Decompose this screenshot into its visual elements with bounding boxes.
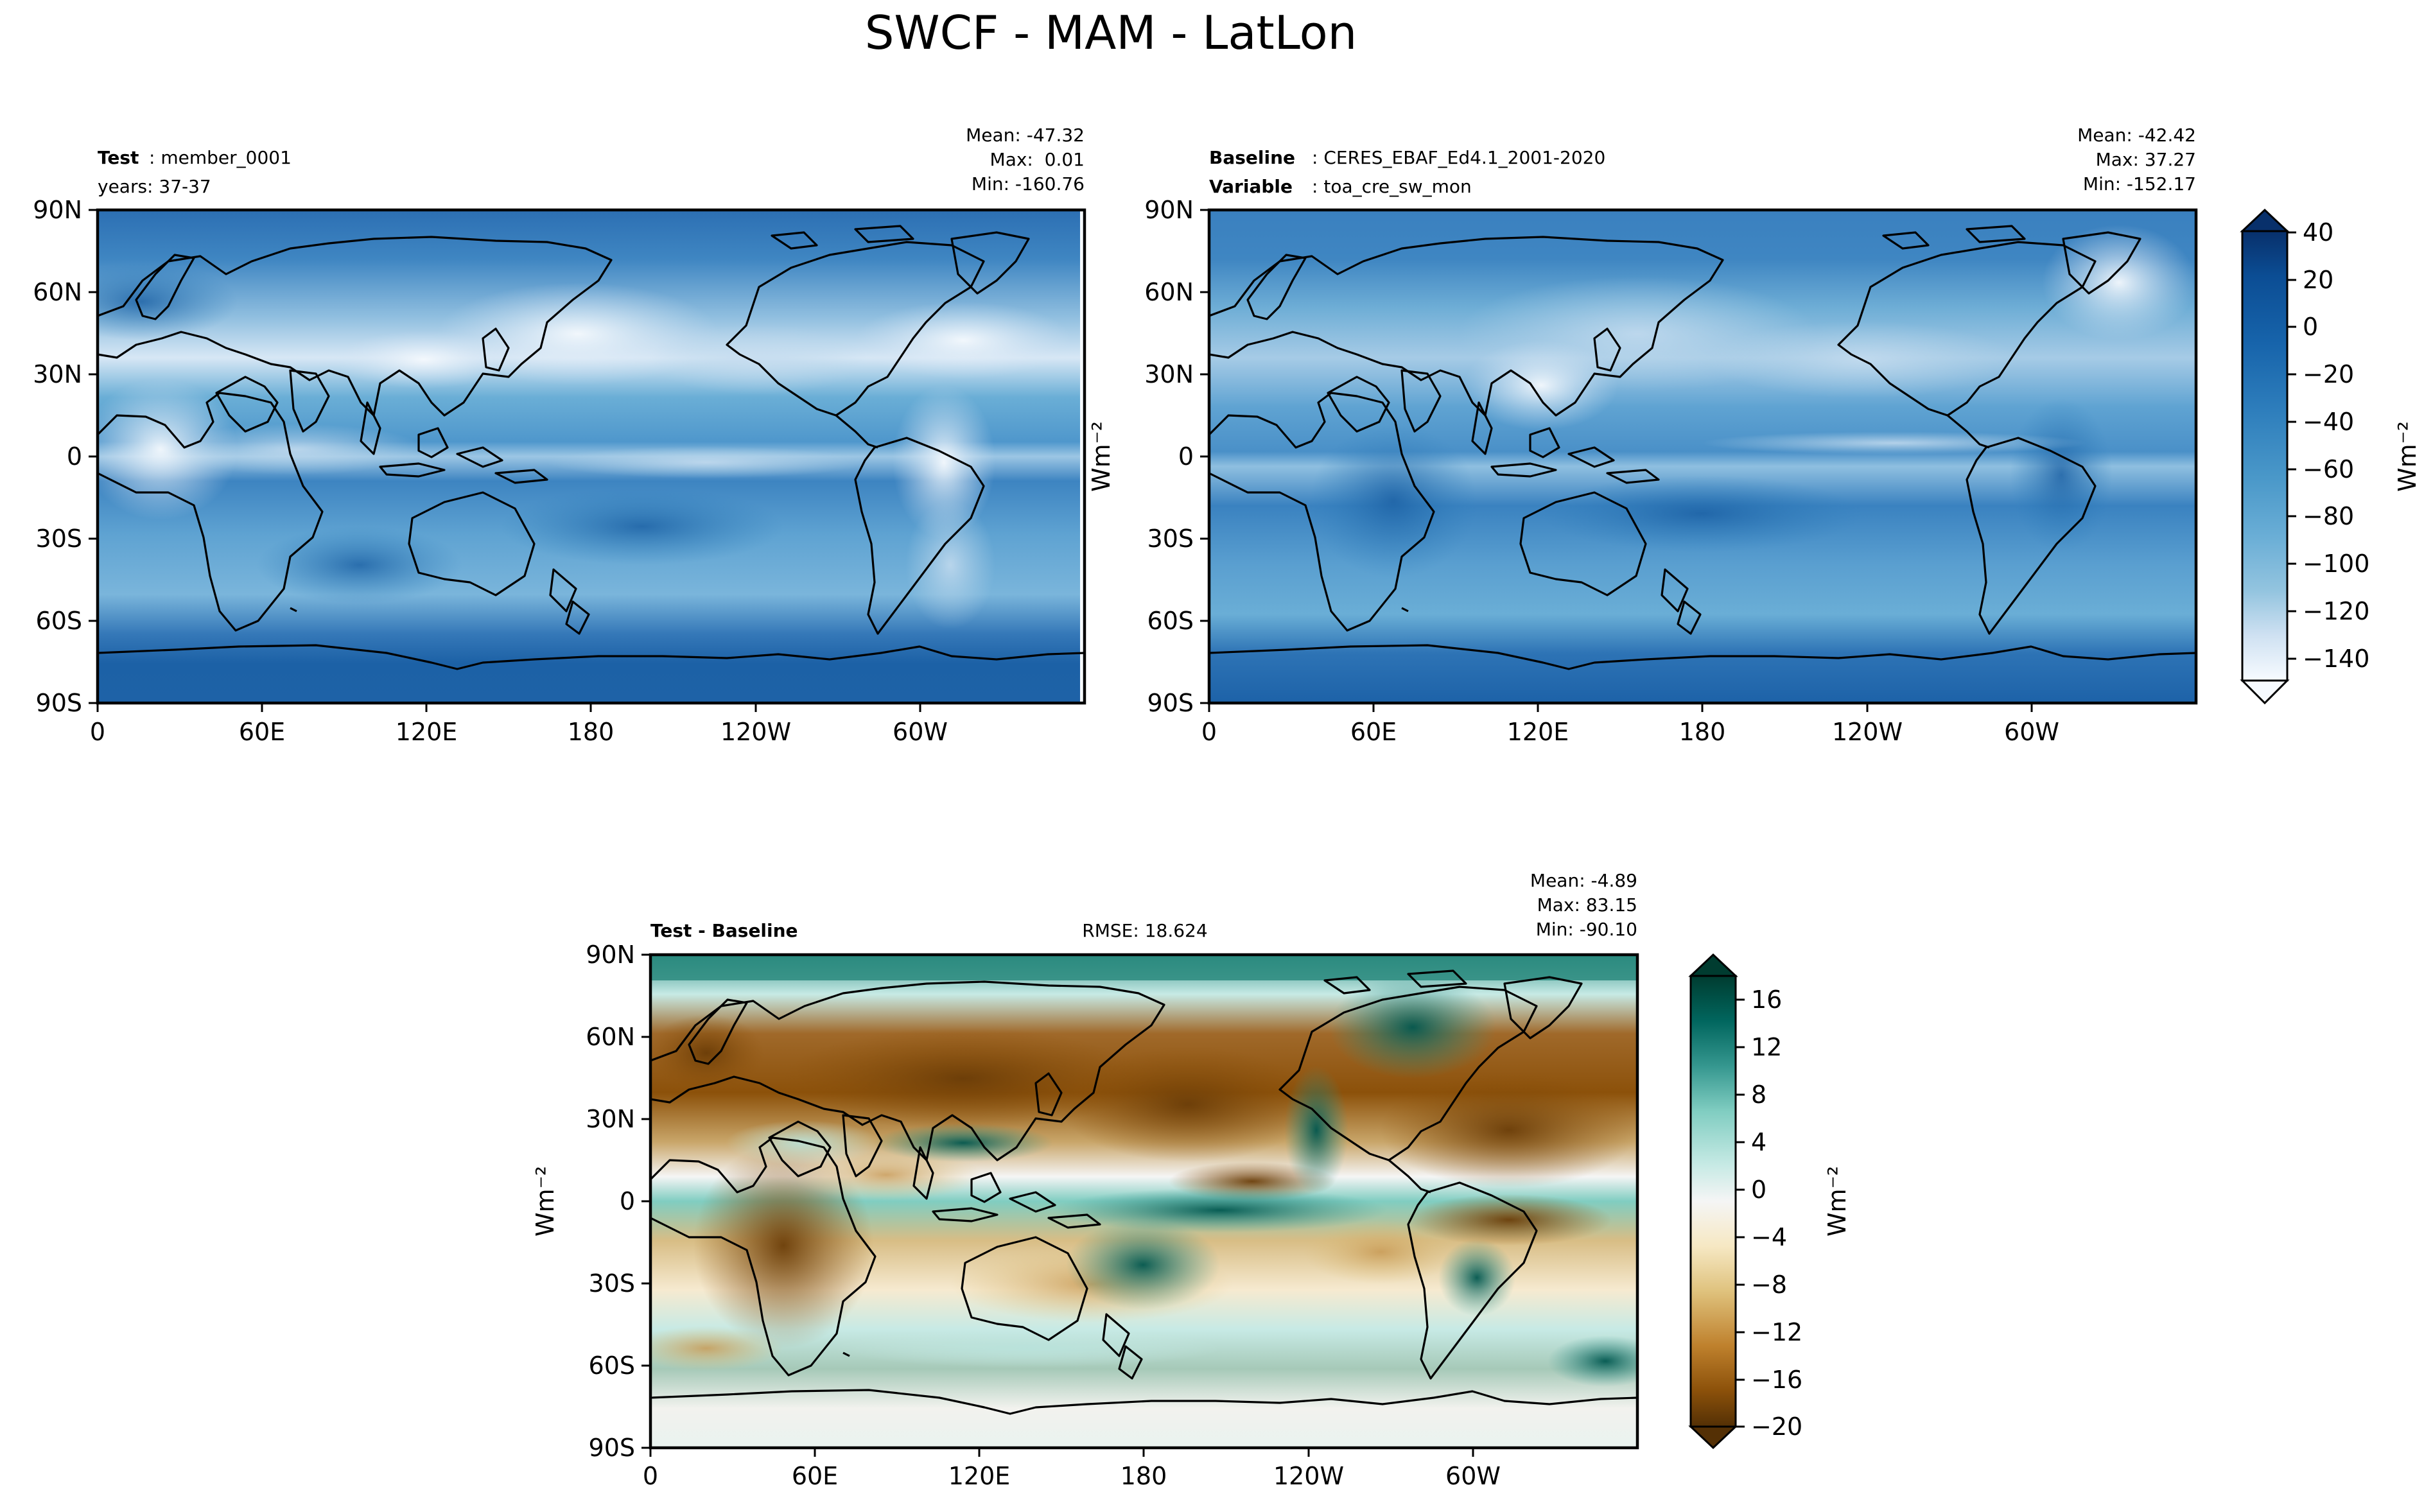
baseline-ytick-label: 60S — [1147, 607, 1194, 635]
top-colorbar: 40 20 0 −20 −40 −60 −80 −100 −120 −140 W… — [2240, 208, 2421, 705]
test-years: years: 37-37 — [98, 176, 211, 197]
baseline-ytick-label: 60N — [1144, 278, 1194, 306]
test-xtick-label: 180 — [568, 718, 615, 746]
baseline-xtick-label: 120W — [1832, 718, 1903, 746]
test-y-ticks — [89, 209, 98, 704]
baseline-xtick-label: 0 — [1201, 718, 1217, 746]
baseline-max: Max: 37.27 — [2096, 149, 2196, 170]
variable-label-text: : toa_cre_sw_mon — [1312, 176, 1472, 197]
difference-ytick-label: 30N — [586, 1105, 635, 1133]
top-colorbar-tick: −60 — [2303, 455, 2354, 483]
bottom-colorbar-tick: −16 — [1751, 1366, 1802, 1394]
bottom-colorbar-tick: −8 — [1751, 1271, 1787, 1299]
difference-label: Test - Baseline — [650, 920, 798, 941]
bottom-colorbar-tick: −20 — [1751, 1412, 1802, 1441]
difference-xtick-label: 120W — [1273, 1462, 1344, 1490]
test-ytick-label: 90S — [36, 689, 82, 717]
baseline-xtick-label: 60W — [2004, 718, 2059, 746]
baseline-xtick-label: 120E — [1507, 718, 1569, 746]
baseline-mean: Mean: -42.42 — [2077, 125, 2196, 146]
difference-xtick-label: 60W — [1445, 1462, 1501, 1490]
bottom-colorbar-tick: 8 — [1751, 1081, 1766, 1109]
figure-title: SWCF - MAM - LatLon — [865, 6, 1357, 60]
difference-ytick-label: 60N — [586, 1023, 635, 1051]
test-x-ticks — [96, 703, 921, 712]
test-ytick-label: 60S — [36, 607, 82, 635]
difference-map — [650, 955, 1637, 1448]
bottom-colorbar-tick: −4 — [1751, 1223, 1787, 1251]
top-colorbar-tick: −20 — [2303, 360, 2354, 388]
difference-min: Min: -90.10 — [1536, 919, 1637, 940]
test-mean: Mean: -47.32 — [966, 125, 1085, 146]
difference-mean: Mean: -4.89 — [1530, 870, 1637, 891]
baseline-xtick-label: 60E — [1350, 718, 1397, 746]
baseline-panel: Baseline : CERES_EBAF_Ed4.1_2001-2020 Va… — [1144, 125, 2198, 746]
top-colorbar-tick: −120 — [2303, 597, 2369, 625]
test-xtick-label: 60W — [893, 718, 948, 746]
baseline-min: Min: -152.17 — [2083, 173, 2196, 195]
test-ytick-label: 90N — [33, 196, 82, 224]
baseline-xtick-label: 180 — [1679, 718, 1726, 746]
difference-xtick-label: 60E — [792, 1462, 838, 1490]
baseline-y-ticks — [1200, 209, 1209, 704]
test-ytick-label: 0 — [67, 442, 82, 471]
test-unit-label: Wm⁻² — [1087, 421, 1115, 492]
baseline-ytick-label: 0 — [1178, 442, 1194, 471]
test-ytick-label: 60N — [33, 278, 82, 306]
top-colorbar-tick: 20 — [2303, 266, 2333, 294]
difference-ytick-label: 60S — [589, 1351, 635, 1380]
test-ytick-label: 30S — [36, 525, 82, 553]
difference-panel: Test - Baseline RMSE: 18.624 Mean: -4.89… — [531, 870, 1639, 1490]
bottom-colorbar-tick: 12 — [1751, 1033, 1782, 1061]
top-colorbar-tick: −100 — [2303, 550, 2369, 578]
difference-ytick-label: 30S — [589, 1269, 635, 1298]
test-label-bold: Test — [98, 147, 139, 168]
difference-ytick-label: 90N — [586, 941, 635, 969]
difference-y-ticks — [641, 953, 650, 1449]
top-colorbar-tick: −80 — [2303, 502, 2354, 530]
baseline-ytick-label: 30N — [1144, 360, 1194, 388]
test-map — [98, 210, 1085, 703]
difference-max: Max: 83.15 — [1537, 894, 1637, 916]
rmse-label: RMSE: 18.624 — [1082, 920, 1207, 941]
baseline-x-ticks — [1208, 703, 2033, 712]
baseline-ytick-label: 90N — [1144, 196, 1194, 224]
bottom-colorbar: 16 12 8 4 0 −4 −8 −12 −16 −20 Wm⁻² — [1688, 953, 1851, 1450]
baseline-map — [1209, 210, 2196, 703]
difference-x-ticks — [649, 1448, 1474, 1457]
difference-xtick-label: 0 — [643, 1462, 658, 1490]
test-min: Min: -160.76 — [972, 173, 1085, 195]
top-colorbar-tick: −40 — [2303, 408, 2354, 436]
test-label-text: : member_0001 — [149, 147, 292, 168]
test-xtick-label: 0 — [90, 718, 105, 746]
test-ytick-label: 30N — [33, 360, 82, 388]
top-colorbar-label: Wm⁻² — [2393, 421, 2421, 492]
bottom-colorbar-tick: −12 — [1751, 1318, 1802, 1346]
bottom-colorbar-tick: 4 — [1751, 1128, 1766, 1156]
difference-xtick-label: 120E — [948, 1462, 1011, 1490]
baseline-ytick-label: 30S — [1147, 525, 1194, 553]
top-colorbar-tick: 0 — [2303, 313, 2318, 341]
test-xtick-label: 60E — [239, 718, 285, 746]
top-colorbar-tick: 40 — [2303, 218, 2333, 247]
test-xtick-label: 120W — [720, 718, 791, 746]
difference-ytick-label: 90S — [589, 1434, 635, 1462]
baseline-label-text: : CERES_EBAF_Ed4.1_2001-2020 — [1312, 147, 1605, 168]
difference-unit-label: Wm⁻² — [531, 1166, 559, 1237]
variable-label-bold: Variable — [1209, 176, 1293, 197]
difference-ytick-label: 0 — [620, 1187, 635, 1215]
difference-xtick-label: 180 — [1121, 1462, 1167, 1490]
test-xtick-label: 120E — [396, 718, 458, 746]
test-panel: Test : member_0001 years: 37-37 Mean: -4… — [33, 125, 1115, 746]
bottom-colorbar-label: Wm⁻² — [1823, 1166, 1851, 1237]
baseline-label-bold: Baseline — [1209, 147, 1295, 168]
bottom-colorbar-tick: 0 — [1751, 1176, 1766, 1204]
test-max: Max: 0.01 — [990, 149, 1085, 170]
top-colorbar-tick: −140 — [2303, 645, 2369, 673]
bottom-colorbar-tick: 16 — [1751, 986, 1782, 1014]
baseline-ytick-label: 90S — [1147, 689, 1194, 717]
